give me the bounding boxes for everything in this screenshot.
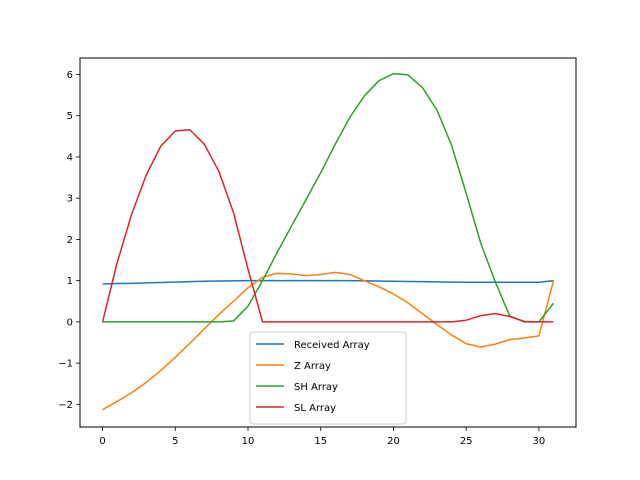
- y-tick-label: 1: [67, 276, 73, 287]
- x-tick-label: 0: [99, 436, 105, 447]
- x-tick-label: 25: [460, 436, 473, 447]
- legend-label: Received Array: [294, 340, 370, 351]
- x-tick-label: 20: [387, 436, 400, 447]
- x-tick-label: 10: [242, 436, 255, 447]
- y-tick-label: 4: [67, 152, 73, 163]
- y-tick-label: −1: [58, 359, 73, 370]
- y-axis: −2 −1 0 1 2 3 4 5 6: [58, 70, 80, 411]
- plot-area-frame: [79, 57, 577, 428]
- x-tick-label: 5: [172, 436, 178, 447]
- legend-label: SL Array: [294, 403, 336, 414]
- series-line-3: [101, 128, 554, 323]
- y-tick-label: −2: [58, 400, 73, 411]
- x-tick-label: 15: [314, 436, 327, 447]
- legend-label: Z Array: [294, 361, 331, 372]
- x-tick-label: 30: [533, 436, 546, 447]
- series-line-1: [102, 271, 555, 411]
- legend-box: [249, 331, 407, 425]
- y-tick-label: 5: [67, 111, 73, 122]
- x-axis: 0 5 10 15 20 25 30: [99, 427, 545, 447]
- series-layer: [101, 72, 555, 411]
- y-tick-label: 6: [67, 70, 73, 81]
- series-line-2: [102, 72, 555, 323]
- series-line-0: [102, 279, 554, 285]
- y-tick-label: 3: [67, 194, 73, 205]
- legend-label: SH Array: [294, 382, 338, 393]
- y-tick-label: 2: [67, 235, 73, 246]
- y-tick-label: 0: [67, 317, 73, 328]
- legend: Received Array Z Array SH Array SL Array: [249, 331, 407, 425]
